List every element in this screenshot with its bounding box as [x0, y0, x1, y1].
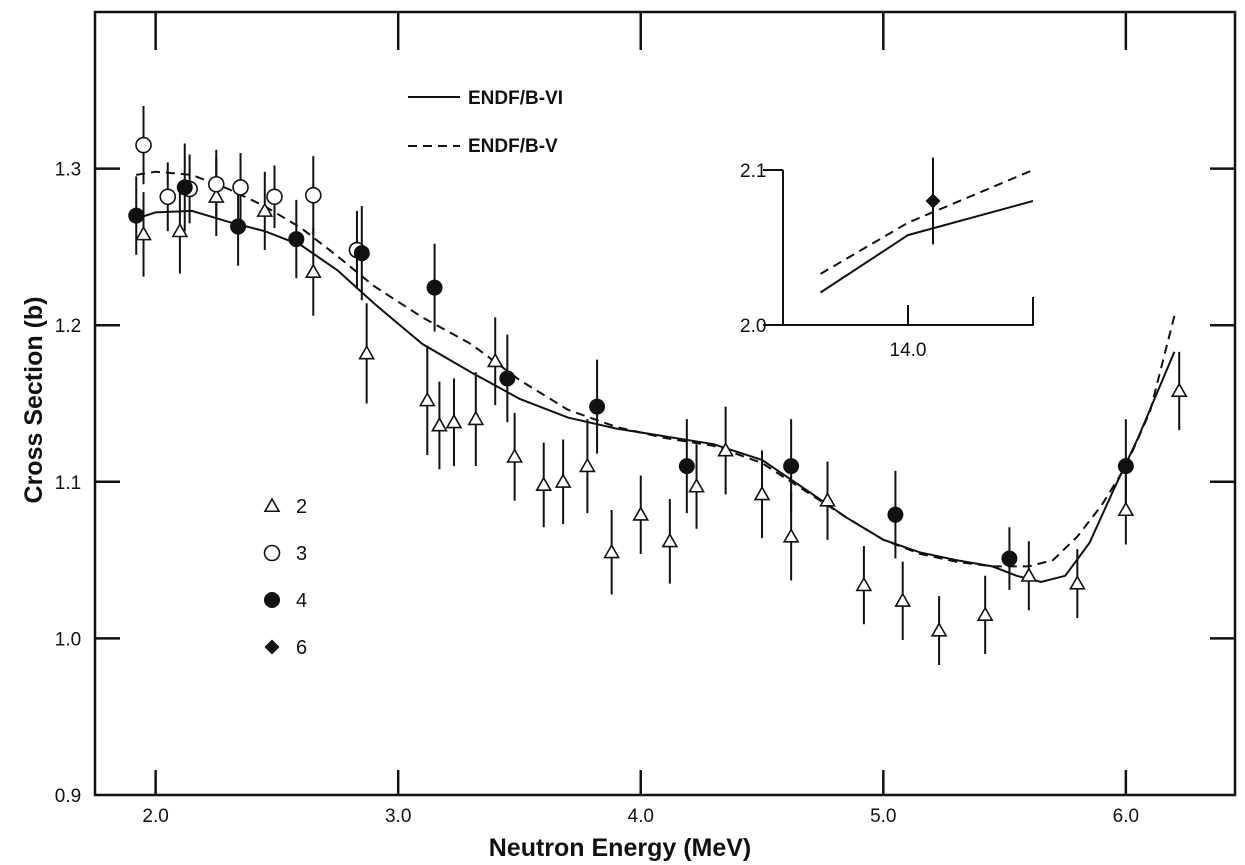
legend-label-4: 4 [296, 590, 307, 612]
inset-content [819, 157, 1034, 294]
point-series-2 [717, 441, 735, 457]
point-series-2 [579, 457, 596, 473]
point-series-2 [171, 222, 189, 238]
y-tick-label: 1.3 [55, 160, 81, 181]
point-series-2 [135, 225, 152, 241]
inset-curve-endf-b-v [819, 169, 1034, 275]
curve-legend: ENDF/B-VI ENDF/B-V [408, 88, 563, 157]
curve-endf-b-v [136, 170, 1176, 568]
point-series-4 [1001, 550, 1018, 567]
point-series-4 [589, 398, 606, 415]
curve-endf-b-vi [135, 209, 1176, 584]
point-series-2 [554, 473, 572, 488]
legend-marker-6 [264, 639, 280, 655]
plot-frame [93, 10, 1237, 797]
inset-point-series-6 [925, 193, 941, 209]
point-series-4 [353, 245, 370, 262]
point-series-2 [782, 527, 800, 543]
point-series-2 [603, 543, 621, 559]
point-series-2 [486, 352, 504, 368]
point-series-4 [288, 231, 305, 248]
y-tick-label: 1.1 [55, 473, 81, 494]
inset-x-tick-label-14: 14.0 [890, 340, 927, 361]
inset-y-tick-label-2-1: 2.1 [740, 161, 766, 182]
point-series-4 [426, 279, 443, 296]
point-series-2 [304, 263, 322, 279]
point-series-2 [661, 532, 679, 548]
point-series-3 [304, 186, 322, 204]
point-series-4 [176, 179, 193, 196]
legend-label-3: 3 [296, 543, 307, 565]
point-series-2 [207, 188, 225, 203]
y-axis-title: Cross Section (b) [20, 297, 48, 504]
inset-y-tick-label-2-0: 2.0 [740, 316, 766, 337]
legend-label-endf-b-vi: ENDF/B-VI [468, 88, 563, 109]
data-points [128, 105, 1188, 666]
legend-marker-3 [263, 544, 281, 562]
point-series-2 [855, 576, 873, 592]
point-series-2 [358, 344, 376, 360]
inset-curve-endf-b-vi [819, 200, 1034, 294]
point-series-4 [499, 370, 516, 387]
point-series-3 [207, 175, 225, 193]
x-tick-label: 6.0 [1113, 806, 1139, 827]
x-tick-label: 5.0 [870, 806, 896, 827]
legend-label-endf-b-v: ENDF/B-V [468, 136, 558, 157]
point-series-2 [1020, 567, 1038, 582]
inset-plot: 2.1 2.0 14.0 [740, 157, 1034, 361]
legend-marker-2 [263, 497, 281, 513]
y-tick-label: 1.0 [55, 629, 81, 650]
point-series-2 [467, 410, 485, 426]
point-series-3 [266, 188, 283, 206]
point-series-4 [128, 207, 145, 224]
point-series-2 [894, 592, 912, 607]
point-series-4 [230, 218, 247, 235]
y-tick-label: 0.9 [55, 786, 81, 807]
y-tick-label: 1.2 [55, 316, 81, 337]
point-series-4 [887, 506, 904, 523]
marker-legend: 2 3 4 6 [263, 496, 307, 659]
legend-marker-4 [264, 592, 280, 608]
legend-label-6: 6 [296, 637, 307, 659]
point-series-2 [819, 491, 836, 507]
point-series-2 [256, 202, 274, 217]
point-series-2 [976, 606, 994, 621]
point-series-3 [135, 136, 152, 154]
axis-ticks [95, 12, 1235, 795]
point-series-3 [232, 179, 249, 196]
point-series-2 [431, 416, 448, 432]
point-series-3 [159, 188, 177, 206]
point-series-2 [688, 477, 705, 493]
point-series-2 [418, 391, 436, 407]
point-series-4 [1117, 458, 1134, 475]
inset-axes [782, 170, 1034, 326]
legend-label-2: 2 [296, 496, 307, 518]
point-series-2 [535, 476, 553, 491]
point-series-2 [930, 621, 948, 637]
x-tick-label: 2.0 [142, 806, 168, 827]
x-tick-label: 4.0 [628, 806, 654, 827]
point-series-2 [1170, 382, 1188, 398]
point-series-4 [783, 458, 800, 475]
point-series-2 [753, 485, 771, 501]
x-tick-label: 3.0 [385, 806, 411, 827]
x-axis-title: Neutron Energy (MeV) [489, 834, 752, 862]
point-series-2 [1068, 574, 1086, 590]
point-series-2 [506, 448, 523, 463]
point-series-2 [1117, 501, 1135, 517]
point-series-2 [632, 506, 650, 521]
tick-labels: 2.0 3.0 4.0 5.0 6.0 0.9 1.0 1.1 1.2 1.3 [55, 160, 1139, 827]
point-series-4 [678, 458, 695, 475]
point-series-2 [445, 413, 463, 429]
